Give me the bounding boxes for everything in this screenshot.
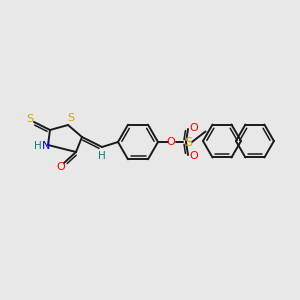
Text: H: H <box>34 141 42 151</box>
Text: S: S <box>184 136 192 148</box>
Text: S: S <box>68 113 75 123</box>
Text: S: S <box>26 114 34 124</box>
Text: O: O <box>190 151 198 161</box>
Text: O: O <box>190 123 198 133</box>
Text: O: O <box>167 137 176 147</box>
Text: N: N <box>42 141 50 151</box>
Text: H: H <box>98 151 106 161</box>
Text: O: O <box>57 162 65 172</box>
